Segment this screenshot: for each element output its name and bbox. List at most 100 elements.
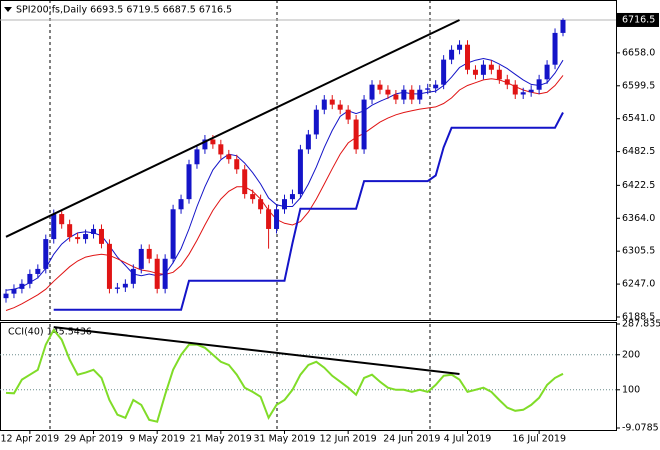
x-tick-label: 31 May 2019	[254, 434, 316, 445]
candle-body	[178, 199, 184, 210]
candle-body	[130, 268, 136, 284]
x-tick-label: 24 Jun 2019	[383, 434, 440, 445]
candle-body	[377, 84, 383, 90]
candle-body	[218, 144, 224, 155]
x-tick-label: 21 May 2019	[190, 434, 252, 445]
candle-body	[313, 109, 319, 135]
candle-body	[242, 169, 248, 195]
candle-body	[114, 287, 120, 289]
candle-body	[520, 92, 526, 95]
candle-body	[305, 134, 311, 150]
candle-body	[528, 89, 534, 93]
candle-body	[3, 293, 9, 299]
candle-body	[401, 89, 407, 100]
y-tick-label: 6305.5	[622, 246, 655, 257]
y-tick-label: 6541.0	[622, 113, 655, 124]
x-tick-label: 12 Jun 2019	[320, 434, 377, 445]
candle-body	[122, 283, 128, 288]
candle-body	[353, 119, 359, 150]
candle-body	[51, 214, 57, 240]
candle-body	[59, 214, 65, 225]
candle-body	[536, 79, 542, 90]
candle-body	[258, 199, 264, 210]
candle-body	[385, 89, 391, 95]
candle-body	[441, 59, 447, 85]
chart-title: SPI200.fs,Daily 6693.5 6719.5 6687.5 671…	[16, 5, 232, 16]
cci-line	[5, 328, 564, 423]
y-tick-label: 6188.5	[622, 312, 655, 323]
candle-body	[465, 44, 471, 70]
candle-body	[393, 94, 399, 100]
candle-body	[170, 209, 176, 259]
overlay-line	[5, 75, 564, 311]
candle-body	[496, 69, 502, 80]
y-tick-label: 100	[622, 384, 640, 395]
candle-body	[544, 64, 550, 80]
candle-body	[433, 84, 439, 89]
trendline	[5, 19, 460, 238]
y-tick-label: 6247.0	[622, 279, 655, 290]
cci-panel	[0, 322, 617, 431]
candle-body	[274, 209, 280, 229]
candle-body	[27, 273, 33, 284]
price-box	[617, 12, 659, 27]
candle-body	[345, 109, 351, 120]
candle-body	[560, 19, 566, 33]
candle-body	[154, 258, 160, 289]
y-tick-label: 6658.0	[622, 47, 655, 58]
candle-body	[289, 194, 295, 200]
y-tick-label: 6482.5	[622, 146, 655, 157]
menu-icon	[4, 7, 12, 12]
candle-body	[67, 224, 73, 238]
candle-body	[425, 88, 431, 90]
candle-body	[552, 32, 558, 65]
candle-body	[504, 79, 510, 85]
candle-body	[266, 209, 272, 229]
candle-body	[226, 154, 232, 160]
candle-body	[480, 64, 486, 75]
candle-body	[457, 44, 463, 50]
candle-body	[202, 139, 208, 150]
candle-body	[75, 237, 81, 240]
price-label: 6716.5	[622, 14, 655, 25]
candle-body	[512, 84, 518, 95]
y-tick-label: 200	[622, 349, 640, 360]
candle-body	[409, 89, 415, 100]
candle-body	[138, 248, 144, 269]
candle-body	[11, 288, 17, 294]
y-tick-label: 6364.0	[622, 213, 655, 224]
x-tick-label: 16 Jul 2019	[512, 434, 566, 445]
y-tick-label: -9.0785	[622, 423, 659, 434]
candle-body	[210, 139, 216, 145]
candle-body	[488, 64, 494, 70]
candle-body	[19, 283, 25, 289]
candle-body	[98, 228, 104, 244]
candle-body	[321, 99, 327, 110]
cci-title: CCI(40) 145.5436	[8, 327, 92, 338]
y-tick-label: 6599.5	[622, 80, 655, 91]
overlay-line	[53, 112, 564, 311]
y-tick-label: 6422.5	[622, 180, 655, 191]
trendline	[53, 326, 460, 375]
x-tick-label: 12 Apr 2019	[0, 434, 59, 445]
main-panel	[0, 0, 617, 321]
candle-body	[162, 258, 168, 289]
candle-body	[186, 164, 192, 200]
candle-body	[472, 69, 478, 75]
candle-body	[449, 49, 455, 60]
candle-body	[43, 239, 49, 269]
candle-body	[337, 104, 343, 110]
x-tick-label: 9 May 2019	[129, 434, 185, 445]
candle-body	[369, 84, 375, 100]
candle-body	[329, 99, 335, 105]
candle-body	[297, 149, 303, 195]
candle-body	[35, 268, 41, 274]
candle-body	[281, 199, 287, 210]
candle-body	[250, 194, 256, 200]
y-tick-label: 287.8357	[622, 319, 660, 330]
candle-body	[194, 149, 200, 165]
candle-body	[146, 248, 152, 259]
candle-body	[91, 228, 97, 235]
